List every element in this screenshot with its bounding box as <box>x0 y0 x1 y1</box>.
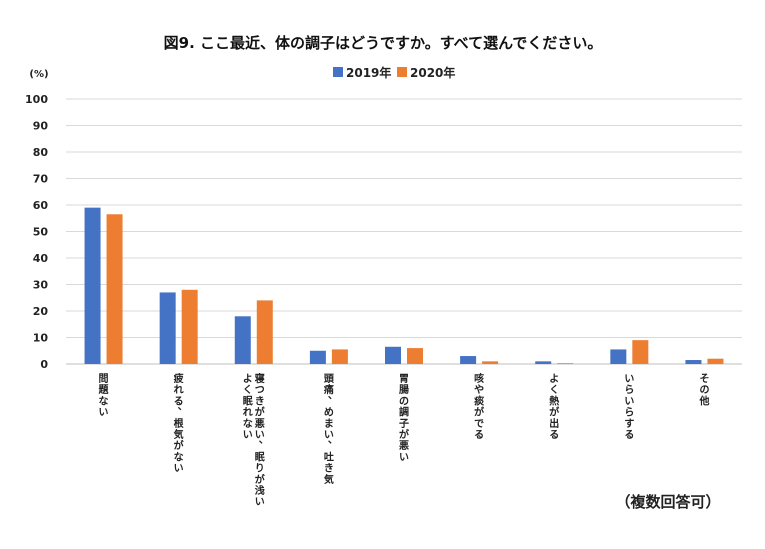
category-label-6-line-0: よく熱が出る <box>549 373 560 441</box>
y-tick-label-0: 0 <box>40 358 48 371</box>
y-tick-label-50: 50 <box>33 226 49 239</box>
bar-2020-3 <box>331 349 348 364</box>
bar-2020-0 <box>106 214 123 364</box>
y-tick-label-30: 30 <box>33 279 49 292</box>
category-label-0-line-0: 問題ない <box>99 373 110 419</box>
y-tick-label-10: 10 <box>33 332 49 345</box>
category-label-2-line-1: よく眠れない <box>243 373 253 441</box>
category-label-5-line-0: 咳や痰がでる <box>474 372 485 441</box>
chart-gridlines <box>66 98 742 365</box>
category-label-0: 問題ない <box>99 373 110 419</box>
category-label-2-line-0: 寝つきが悪い、眠りが浅い <box>255 372 269 508</box>
bar-2020-1 <box>181 289 198 364</box>
bar-2019-0 <box>84 207 101 364</box>
y-tick-label-90: 90 <box>33 120 49 133</box>
bar-2019-4 <box>385 346 401 364</box>
bar-2020-4 <box>407 348 423 364</box>
category-label-8: その他 <box>698 373 709 407</box>
bar-2019-3 <box>309 350 326 364</box>
category-label-3: 頭痛、めまい、吐き気 <box>323 373 338 486</box>
legend-swatch-1 <box>397 67 407 77</box>
bar-2020-6 <box>557 363 574 364</box>
y-axis-tick-labels: 0 10 20 30 40 50 60 70 80 90 100 <box>25 93 48 371</box>
category-label-7-line-0: いらいらする <box>624 374 634 441</box>
y-tick-label-40: 40 <box>33 252 49 265</box>
multiple-answers-note: （複数回答可） <box>615 493 720 511</box>
bar-2020-8 <box>707 358 724 364</box>
category-label-8-line-0: その他 <box>698 373 709 407</box>
category-label-7: いらいらする <box>624 374 634 441</box>
chart-bars <box>84 207 724 364</box>
category-label-5: 咳や痰がでる <box>474 372 485 441</box>
legend-swatch-0 <box>333 67 343 77</box>
chart-legend: 2019年 2020年 <box>333 65 455 80</box>
category-label-3-line-0: 頭痛、めまい、吐き気 <box>323 373 338 486</box>
bar-2020-2 <box>256 300 273 364</box>
bar-2019-6 <box>535 361 552 364</box>
bar-2019-2 <box>234 316 251 364</box>
bar-2019-8 <box>685 360 702 364</box>
category-label-1-line-0: 疲れる、根気がない <box>173 372 188 475</box>
bar-2019-7 <box>610 349 627 364</box>
bar-2020-7 <box>632 340 649 364</box>
y-tick-label-20: 20 <box>33 305 49 318</box>
chart-title: 図9. ここ最近、体の調子はどうですか。すべて選んでください。 <box>164 34 603 52</box>
bar-2019-5 <box>460 356 477 364</box>
category-label-4: 胃腸の調子が悪い <box>399 373 410 463</box>
category-label-1: 疲れる、根気がない <box>173 372 188 475</box>
category-label-4-line-0: 胃腸の調子が悪い <box>399 373 410 463</box>
legend-label-0: 2019年 <box>346 65 391 80</box>
category-label-6: よく熱が出る <box>549 373 560 441</box>
y-tick-label-100: 100 <box>25 93 48 106</box>
y-tick-label-60: 60 <box>33 199 49 212</box>
y-tick-label-80: 80 <box>33 146 49 159</box>
bar-2020-5 <box>482 361 499 364</box>
y-axis-unit-label: (%) <box>29 69 48 80</box>
y-tick-label-70: 70 <box>33 173 49 186</box>
legend-label-1: 2020年 <box>410 65 455 80</box>
bar-2019-1 <box>159 292 176 364</box>
